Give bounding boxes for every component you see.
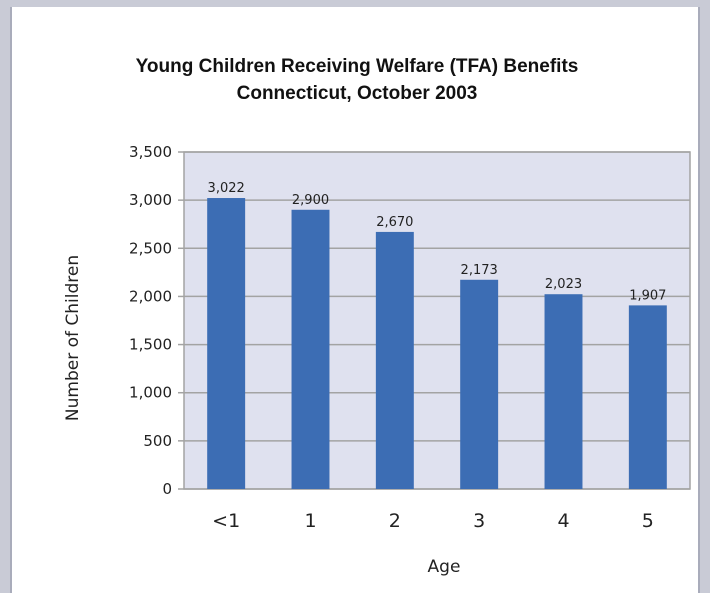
bar (628, 305, 667, 489)
data-label: 2,900 (292, 193, 329, 208)
y-tick-label: 2,500 (129, 239, 172, 257)
y-tick-label: 1,000 (129, 384, 172, 402)
y-tick-label: 1,500 (129, 336, 172, 354)
bar (460, 279, 499, 489)
data-label: 3,022 (208, 181, 245, 196)
y-tick-label: 2,000 (129, 287, 172, 305)
x-tick-label: 5 (642, 510, 654, 532)
x-axis-label: Age (428, 557, 461, 577)
data-labels: 3,022 2,900 2,670 2,173 2,023 1,907 (208, 181, 667, 303)
bar (207, 198, 246, 489)
y-axis-label: Number of Children (63, 255, 83, 421)
bars (207, 198, 667, 489)
x-axis-ticks: <1 1 2 3 4 5 (212, 510, 654, 532)
x-tick-label: <1 (212, 510, 240, 532)
data-label: 2,023 (545, 277, 582, 292)
plot-area (183, 151, 691, 490)
y-tick-label: 3,000 (129, 191, 172, 209)
bar (544, 294, 583, 489)
bar (375, 231, 414, 489)
chart-subtitle: Connecticut, October 2003 (237, 83, 478, 104)
chart-title: Young Children Receiving Welfare (TFA) B… (136, 56, 579, 77)
chart-frame: Young Children Receiving Welfare (TFA) B… (10, 7, 700, 593)
x-tick-label: 1 (304, 510, 316, 532)
bar-chart: Young Children Receiving Welfare (TFA) B… (63, 56, 691, 577)
data-label: 2,670 (376, 215, 413, 230)
x-tick-label: 4 (557, 510, 569, 532)
data-label: 2,173 (461, 263, 498, 278)
bar (291, 209, 330, 489)
y-axis-ticks: 0 500 1,000 1,500 2,000 2,500 3,000 3,500 (129, 143, 184, 498)
y-tick-label: 0 (162, 480, 172, 498)
x-tick-label: 3 (473, 510, 485, 532)
x-tick-label: 2 (389, 510, 401, 532)
gridlines (184, 151, 690, 490)
y-tick-label: 3,500 (129, 143, 172, 161)
data-label: 1,907 (629, 288, 666, 303)
y-tick-label: 500 (143, 432, 172, 450)
